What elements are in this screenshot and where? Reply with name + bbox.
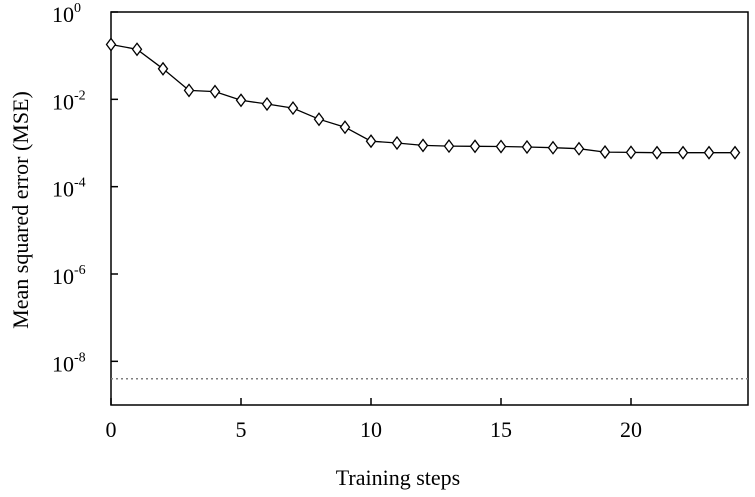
series-line xyxy=(110,43,735,154)
data-point xyxy=(157,61,169,76)
y-axis-title: Mean squared error (MSE) xyxy=(8,91,33,329)
y-tick-label: 10-2 xyxy=(52,88,86,114)
x-tick-label: 10 xyxy=(360,417,382,442)
data-point xyxy=(105,37,117,52)
data-point xyxy=(339,120,351,135)
data-point xyxy=(547,140,559,155)
data-point xyxy=(313,112,325,127)
x-axis-title: Training steps xyxy=(336,465,460,490)
x-tick-label: 15 xyxy=(490,417,512,442)
x-tick-label: 20 xyxy=(620,417,642,442)
data-point xyxy=(677,145,689,160)
data-point xyxy=(495,139,507,154)
x-tick-label: 5 xyxy=(236,417,247,442)
y-tick-label: 10-8 xyxy=(52,350,86,376)
data-point xyxy=(573,141,585,156)
data-point xyxy=(651,145,663,160)
y-axis-ticks: 100 10-2 10-4 10-6 10-8 xyxy=(52,1,118,376)
data-point xyxy=(131,42,143,57)
plot-frame xyxy=(110,11,749,406)
data-point xyxy=(521,139,533,155)
y-tick-label: 10-6 xyxy=(52,263,86,289)
data-point xyxy=(261,96,273,112)
data-point xyxy=(287,101,299,116)
y-tick-label: 100 xyxy=(52,1,81,27)
data-point xyxy=(391,135,403,151)
plot-area xyxy=(105,11,749,406)
y-tick-label: 10-4 xyxy=(52,176,86,202)
data-point xyxy=(703,145,715,160)
data-point xyxy=(599,144,611,160)
data-point xyxy=(365,134,377,149)
data-point xyxy=(209,84,221,99)
data-point xyxy=(235,93,247,108)
x-tick-label: 0 xyxy=(106,417,117,442)
data-point xyxy=(443,138,455,154)
data-point xyxy=(625,145,637,160)
data-point xyxy=(417,138,429,153)
x-axis-ticks: 0 5 10 15 20 xyxy=(106,398,642,442)
data-point xyxy=(729,145,741,160)
data-point xyxy=(183,83,195,98)
data-point xyxy=(469,139,481,154)
